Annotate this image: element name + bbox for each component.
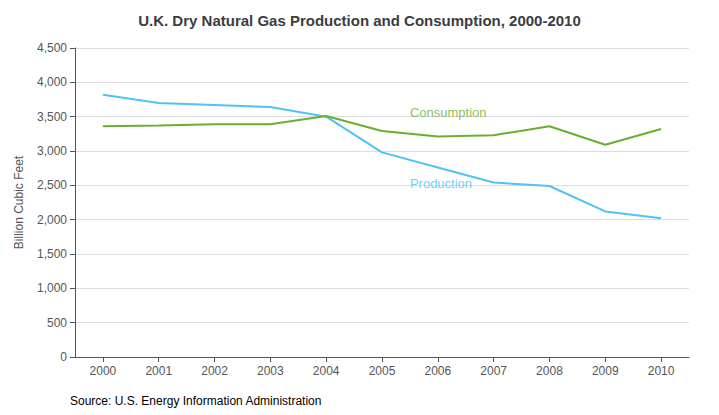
- svg-text:500: 500: [47, 316, 67, 330]
- svg-text:2000: 2000: [90, 364, 117, 378]
- svg-text:0: 0: [60, 350, 67, 364]
- svg-text:1,000: 1,000: [37, 281, 67, 295]
- svg-text:Billion Cubic Feet: Billion Cubic Feet: [12, 155, 26, 249]
- svg-text:3,000: 3,000: [37, 144, 67, 158]
- svg-text:2,500: 2,500: [37, 178, 67, 192]
- svg-text:Source: U.S. Energy Informatio: Source: U.S. Energy Information Administ…: [70, 394, 321, 408]
- svg-text:U.K. Dry Natural Gas Productio: U.K. Dry Natural Gas Production and Cons…: [138, 12, 581, 29]
- svg-text:2008: 2008: [536, 364, 563, 378]
- svg-text:2005: 2005: [369, 364, 396, 378]
- svg-text:1,500: 1,500: [37, 247, 67, 261]
- svg-text:2006: 2006: [424, 364, 451, 378]
- svg-text:2004: 2004: [313, 364, 340, 378]
- svg-text:2007: 2007: [480, 364, 507, 378]
- svg-text:2,000: 2,000: [37, 213, 67, 227]
- svg-text:4,000: 4,000: [37, 75, 67, 89]
- svg-text:2002: 2002: [201, 364, 228, 378]
- svg-text:Consumption: Consumption: [410, 105, 487, 120]
- svg-text:4,500: 4,500: [37, 41, 67, 55]
- svg-text:2009: 2009: [592, 364, 619, 378]
- svg-text:Production: Production: [410, 176, 472, 191]
- svg-text:3,500: 3,500: [37, 110, 67, 124]
- svg-text:2001: 2001: [145, 364, 172, 378]
- svg-text:2010: 2010: [648, 364, 675, 378]
- svg-text:2003: 2003: [257, 364, 284, 378]
